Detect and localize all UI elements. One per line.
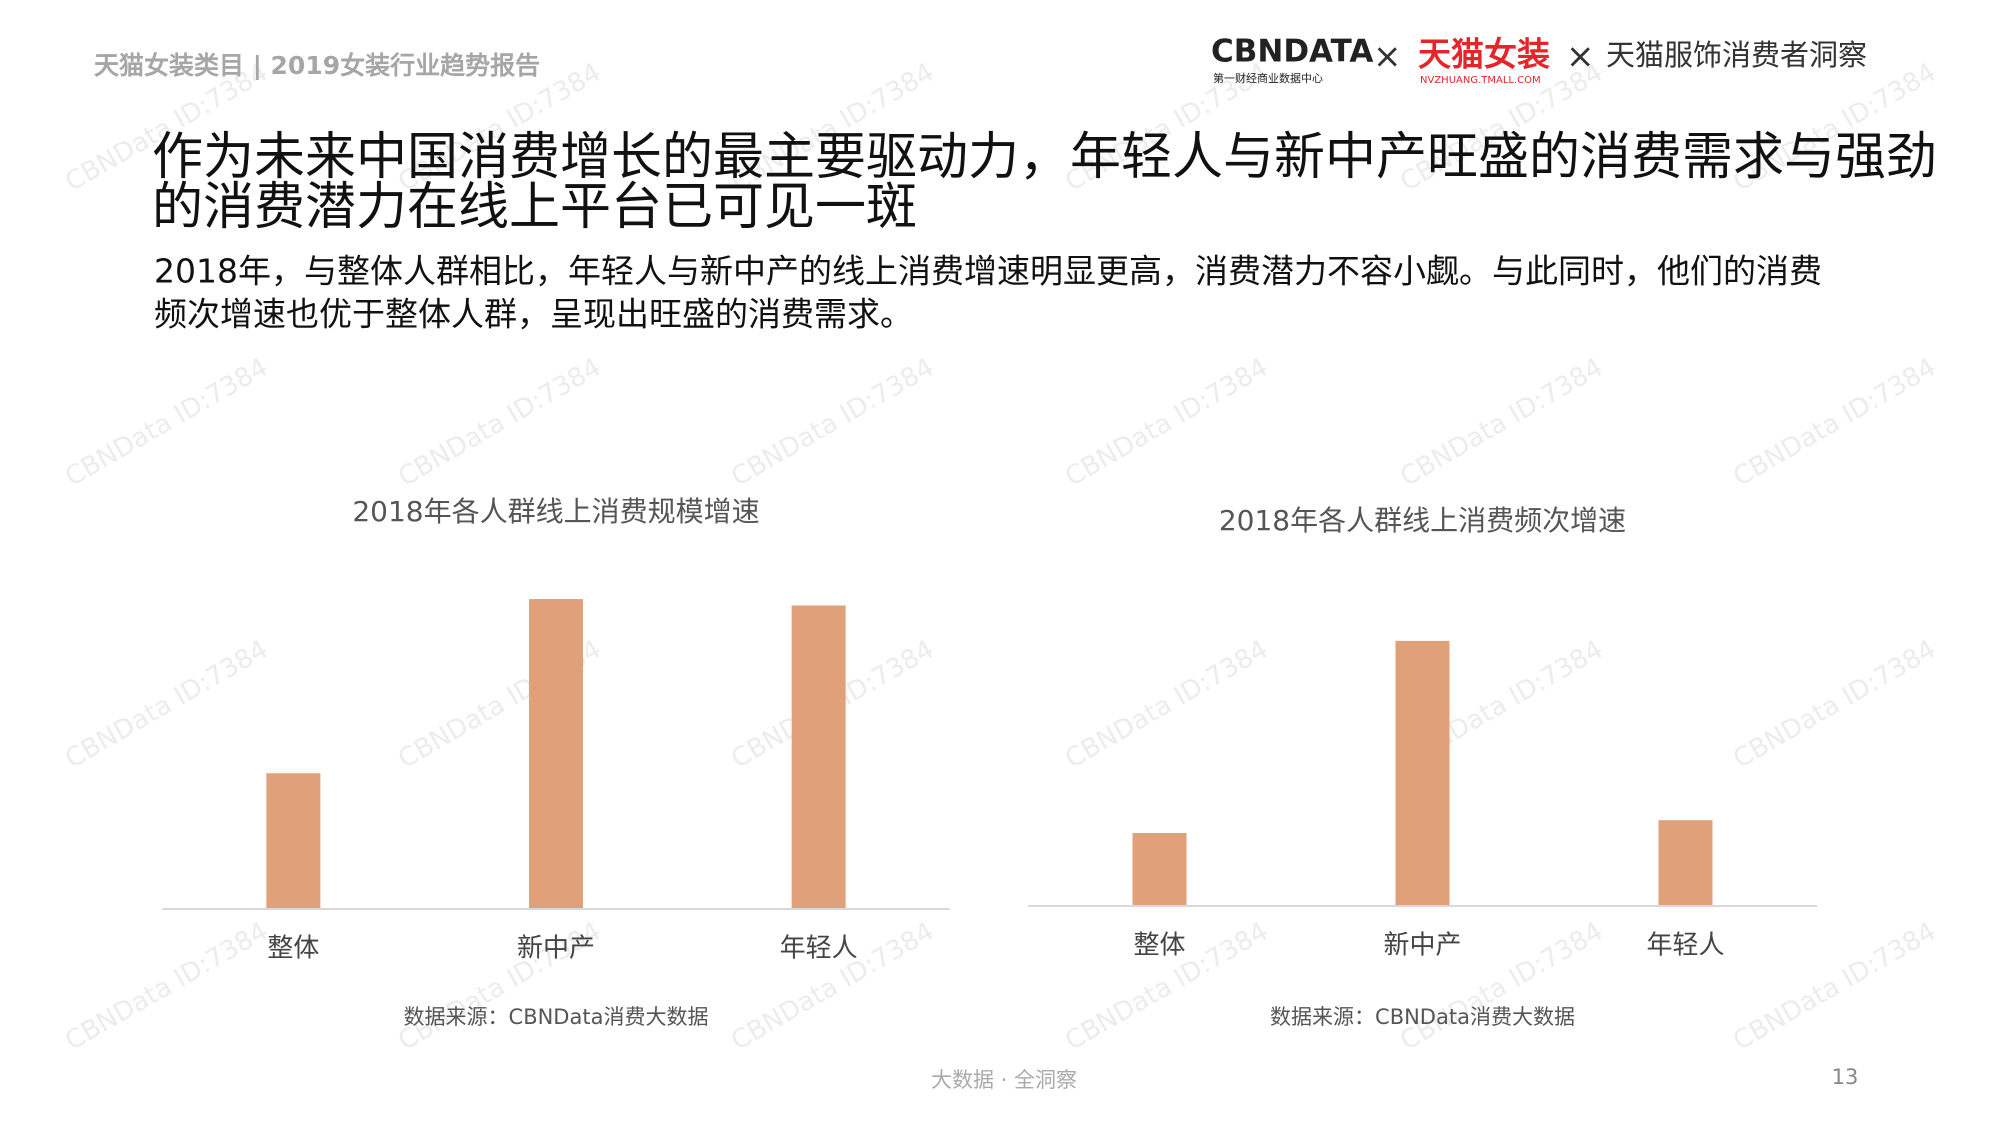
times: × (1566, 37, 1595, 77)
watermark: CBNData ID:7384 (1728, 634, 1941, 774)
watermark: CBNData ID:7384 (1060, 352, 1273, 492)
title: 的消费潜力在线上平台已可见一斑 (152, 178, 917, 237)
x-tick-label: 新中产 (517, 934, 595, 964)
x-tick-label: 整体 (1133, 931, 1185, 961)
x-tick-label: 年轻人 (1646, 931, 1724, 961)
bar (1395, 640, 1450, 906)
watermark: CBNData ID:7384 (1728, 916, 1941, 1056)
bar (791, 605, 846, 909)
logo-tmall: 天猫女装 (1418, 35, 1550, 74)
slogan: 大数据 · 全洞察 (931, 1068, 1077, 1092)
bar (1658, 820, 1713, 906)
chart-title: 2018年各人群线上消费频次增速 (1219, 504, 1626, 537)
watermark: CBNData ID:7384 (1060, 634, 1273, 774)
partner: 天猫服饰消费者洞察 (1606, 38, 1867, 72)
bar (529, 599, 583, 909)
x-tick-label: 整体 (267, 934, 319, 964)
watermark: CBNData ID:7384 (1728, 352, 1941, 492)
watermark: CBNData ID:7384 (726, 352, 939, 492)
chart-title: 2018年各人群线上消费规模增速 (352, 495, 759, 528)
x-tick-label: 年轻人 (780, 934, 858, 964)
x-tick-label: 新中产 (1383, 931, 1461, 961)
logo-tmall-sub: NVZHUANG.TMALL.COM (1420, 75, 1541, 86)
source-note: 数据来源：CBNData消费大数据 (404, 1005, 709, 1029)
page-number: 13 (1832, 1065, 1859, 1089)
subtitle: 2018年，与整体人群相比，年轻人与新中产的线上消费增速明显更高，消费潜力不容小… (154, 252, 1822, 291)
times: × (1373, 37, 1402, 77)
bar (266, 773, 321, 909)
logo-cbn-sub: 第一财经商业数据中心 (1213, 71, 1323, 85)
subtitle: 频次增速也优于整体人群，呈现出旺盛的消费需求。 (154, 295, 913, 334)
watermark: CBNData ID:7384 (60, 634, 273, 774)
watermark: CBNData ID:7384 (60, 916, 273, 1056)
watermark: CBNData ID:7384 (60, 352, 273, 492)
source-note: 数据来源：CBNData消费大数据 (1270, 1005, 1575, 1029)
watermark: CBNData ID:7384 (393, 352, 606, 492)
title: 作为未来中国消费增长的最主要驱动力，年轻人与新中产旺盛的消费需求与强劲 (152, 128, 1937, 187)
logo-cbn: CBNDATA (1211, 34, 1373, 70)
section-label: 天猫女装类目 | 2019女装行业趋势报告 (94, 51, 540, 80)
bar (1132, 832, 1187, 906)
watermark: CBNData ID:7384 (1395, 352, 1608, 492)
